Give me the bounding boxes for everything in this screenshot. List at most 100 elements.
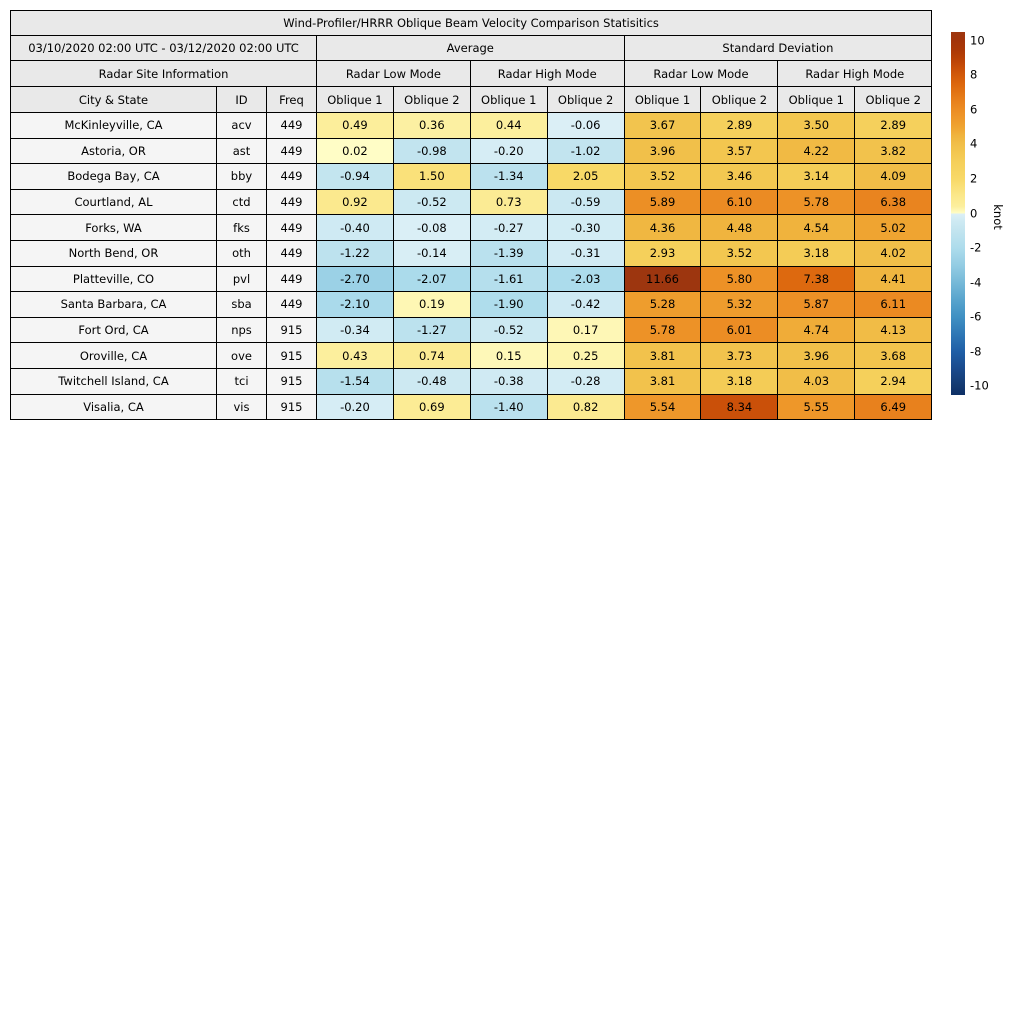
value-cell: -0.38 — [469, 367, 548, 395]
table-title: Wind-Profiler/HRRR Oblique Beam Velocity… — [9, 10, 933, 36]
col-header-oblique: Oblique 1 — [777, 86, 856, 113]
value-cell: -0.30 — [546, 214, 625, 241]
id-cell: pvl — [216, 265, 267, 293]
value-cell: -0.20 — [469, 137, 548, 165]
value-cell: 3.52 — [623, 163, 702, 190]
value-cell: 5.55 — [777, 393, 856, 421]
city-cell: Forks, WA — [10, 214, 217, 241]
id-cell: vis — [216, 393, 267, 421]
value-cell: -0.27 — [469, 214, 548, 241]
city-cell: Visalia, CA — [10, 393, 217, 421]
colorbar-tick-label: -10 — [970, 378, 989, 393]
value-cell: 6.49 — [854, 393, 933, 421]
city-cell: Oroville, CA — [10, 342, 217, 369]
value-cell: 3.14 — [777, 163, 856, 190]
colorbar-tick-label: -2 — [970, 240, 982, 255]
value-cell: 5.28 — [623, 291, 702, 318]
id-cell: ove — [216, 342, 267, 369]
id-cell: acv — [216, 112, 267, 139]
mode-header-std-high: Radar High Mode — [777, 60, 933, 87]
table-row: Visalia, CA vis 915 -0.20 0.69 -1.40 0.82 5.54 8… — [10, 393, 933, 421]
value-cell: 0.17 — [546, 316, 625, 344]
id-cell: ast — [216, 137, 267, 165]
value-cell: -0.14 — [392, 239, 471, 267]
table-row: Twitchell Island, CA tci 915 -1.54 -0.48 -0.3… — [10, 367, 933, 395]
colorbar-tick-label: 2 — [970, 171, 978, 186]
city-cell: Platteville, CO — [10, 265, 217, 293]
value-cell: 7.38 — [777, 265, 856, 293]
freq-cell: 915 — [266, 367, 317, 395]
value-cell: 3.18 — [700, 367, 779, 395]
value-cell: 11.66 — [623, 265, 702, 293]
value-cell: 5.78 — [777, 188, 856, 216]
value-cell: -2.10 — [316, 291, 394, 318]
table-row: Courtland, AL ctd 449 0.92 -0.52 0.73 -0.59 5.8… — [10, 188, 933, 216]
colorbar-tick-label: 4 — [970, 136, 978, 151]
value-cell: 4.09 — [854, 163, 933, 190]
value-cell: 2.89 — [700, 112, 779, 139]
col-header-oblique: Oblique 2 — [392, 86, 471, 113]
table-row: Bodega Bay, CA bby 449 -0.94 1.50 -1.34 2.05 3.… — [10, 163, 933, 190]
value-cell: -0.52 — [392, 188, 471, 216]
city-cell: Santa Barbara, CA — [10, 291, 217, 318]
group-header-row: 03/10/2020 02:00 UTC - 03/12/2020 02:00 … — [10, 35, 933, 61]
table-row: North Bend, OR oth 449 -1.22 -0.14 -1.39 -0.31… — [10, 239, 933, 267]
value-cell: 2.94 — [854, 367, 933, 395]
value-cell: -0.40 — [316, 214, 394, 241]
city-cell: Courtland, AL — [10, 188, 217, 216]
value-cell: -2.70 — [316, 265, 394, 293]
city-cell: McKinleyville, CA — [10, 112, 217, 139]
value-cell: -1.27 — [392, 316, 471, 344]
table-row: Fort Ord, CA nps 915 -0.34 -1.27 -0.52 0.17 5.7… — [10, 316, 933, 344]
value-cell: 4.02 — [854, 239, 933, 267]
value-cell: 4.22 — [777, 137, 856, 165]
mode-header-avg-high: Radar High Mode — [469, 60, 625, 87]
value-cell: 0.02 — [316, 137, 394, 165]
value-cell: 4.54 — [777, 214, 856, 241]
col-header-oblique: Oblique 2 — [854, 86, 933, 113]
value-cell: 3.57 — [700, 137, 779, 165]
value-cell: 1.50 — [392, 163, 471, 190]
value-cell: -1.90 — [469, 291, 548, 318]
value-cell: 0.92 — [316, 188, 394, 216]
date-range: 03/10/2020 02:00 UTC - 03/12/2020 02:00 … — [10, 35, 317, 61]
value-cell: -0.52 — [469, 316, 548, 344]
colorbar-tick-label: -6 — [970, 309, 982, 324]
mode-header-row: Radar Site Information Radar Low Mode Ra… — [10, 60, 933, 87]
table-row: Forks, WA fks 449 -0.40 -0.08 -0.27 -0.30 4.36 4… — [10, 214, 933, 241]
value-cell: -0.08 — [392, 214, 471, 241]
value-cell: -0.06 — [546, 112, 625, 139]
value-cell: 0.74 — [392, 342, 471, 369]
group-header-stddev: Standard Deviation — [623, 35, 933, 61]
freq-cell: 449 — [266, 188, 317, 216]
table-row: Oroville, CA ove 915 0.43 0.74 0.15 0.25 3.81 3.… — [10, 342, 933, 369]
value-cell: -1.61 — [469, 265, 548, 293]
col-header-oblique: Oblique 1 — [316, 86, 394, 113]
col-header-id: ID — [216, 86, 267, 113]
value-cell: 3.52 — [700, 239, 779, 267]
value-cell: 0.44 — [469, 112, 548, 139]
freq-cell: 449 — [266, 239, 317, 267]
colorbar-tick-label: 6 — [970, 102, 978, 117]
col-header-freq: Freq — [266, 86, 317, 113]
value-cell: 0.36 — [392, 112, 471, 139]
value-cell: 3.73 — [700, 342, 779, 369]
colorbar — [951, 32, 965, 395]
freq-cell: 449 — [266, 137, 317, 165]
value-cell: -0.48 — [392, 367, 471, 395]
value-cell: -0.34 — [316, 316, 394, 344]
value-cell: 2.93 — [623, 239, 702, 267]
colorbar-tick-label: -4 — [970, 274, 982, 289]
value-cell: 4.41 — [854, 265, 933, 293]
city-cell: Twitchell Island, CA — [10, 367, 217, 395]
value-cell: 0.82 — [546, 393, 625, 421]
value-cell: 4.13 — [854, 316, 933, 344]
value-cell: 3.50 — [777, 112, 856, 139]
id-cell: sba — [216, 291, 267, 318]
value-cell: -1.22 — [316, 239, 394, 267]
id-cell: fks — [216, 214, 267, 241]
value-cell: -1.39 — [469, 239, 548, 267]
city-cell: Fort Ord, CA — [10, 316, 217, 344]
value-cell: 0.49 — [316, 112, 394, 139]
